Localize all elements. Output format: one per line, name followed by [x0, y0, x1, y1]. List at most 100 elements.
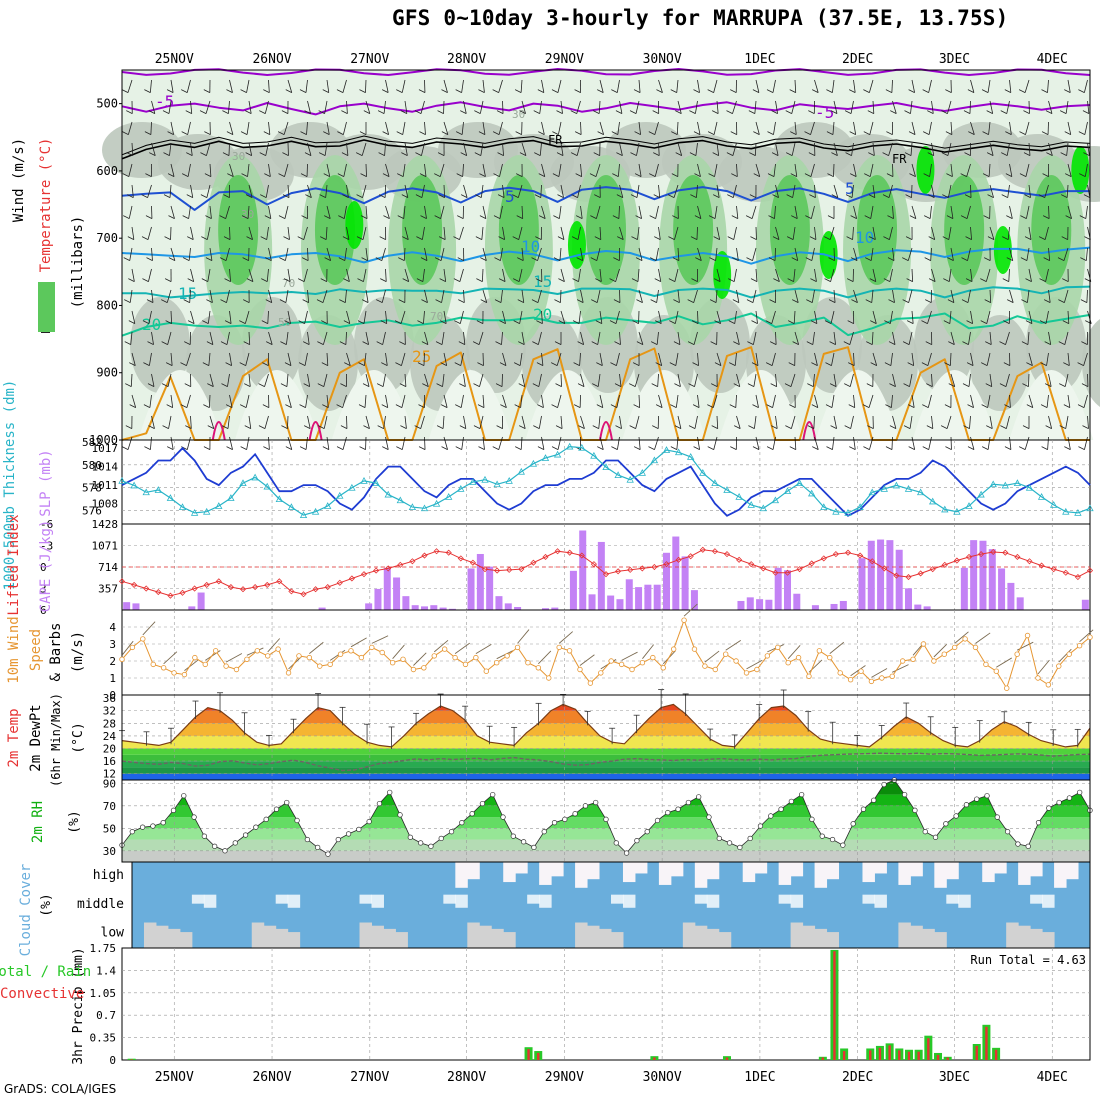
upper-wind-barb [968, 373, 971, 387]
precip-convective-bar [869, 1050, 872, 1060]
upper-wind-barb-flag [219, 257, 227, 261]
upper-wind-barb [248, 415, 252, 429]
upper-wind-barb [190, 100, 193, 114]
surface-wind-barb [642, 644, 654, 659]
upper-wind-barb-flag [531, 257, 538, 261]
upper-wind-barb-flag [478, 89, 485, 93]
upper-wind-barb [832, 121, 835, 135]
rh-marker [242, 832, 249, 838]
axis-label-rh-units: (%) [67, 810, 82, 833]
upper-wind-barb [346, 310, 351, 324]
upper-wind-barb [794, 331, 800, 345]
cloud-high-cell [934, 862, 947, 888]
upper-wind-barb-flag [926, 383, 933, 387]
upper-wind-barb [268, 247, 272, 261]
isotherm-30 [599, 421, 613, 441]
upper-wind-barb [502, 142, 504, 156]
upper-wind-barb [1087, 100, 1090, 114]
upper-wind-barb-flag [1064, 89, 1071, 93]
upper-wind-barb [598, 100, 601, 114]
upper-wind-barb-flag [421, 299, 428, 303]
cloud-low-cell [503, 932, 516, 948]
upper-wind-barb [148, 310, 152, 324]
axis-label-minmax: (6hr Min/Max) [49, 693, 63, 787]
upper-wind-barb [853, 394, 856, 408]
upper-wind-barb-flag [435, 341, 443, 345]
upper-wind-barb [775, 142, 779, 156]
upper-wind-barb [208, 352, 211, 366]
upper-wind-barb [424, 205, 427, 219]
upper-wind-barb [326, 163, 331, 177]
upper-wind-barb [424, 121, 426, 135]
upper-wind-barb-flag [474, 110, 481, 114]
upper-wind-barb-flag [831, 152, 838, 156]
upper-wind-barb [792, 226, 796, 240]
upper-wind-barb-flag [884, 362, 892, 366]
surface-wind-barb [829, 641, 845, 654]
upper-wind-barb-flag [473, 383, 480, 387]
upper-wind-barb-flag [395, 362, 402, 366]
thickness-marker [239, 479, 247, 487]
upper-wind-barb-flag [713, 236, 720, 240]
upper-wind-barb [831, 394, 835, 408]
rh-marker [912, 807, 918, 813]
upper-wind-barb [890, 352, 893, 366]
upper-wind-barb-flag [539, 215, 546, 219]
upper-wind-barb-flag [669, 362, 676, 366]
cape-bar [811, 605, 819, 610]
cape-bar [774, 567, 782, 610]
upper-wind-barb [440, 247, 445, 261]
upper-wind-barb-flag [239, 404, 247, 408]
upper-wind-barb-flag [808, 110, 815, 114]
upper-wind-barb [775, 184, 779, 198]
upper-wind-barb [775, 373, 778, 387]
upper-wind-barb-flag [1083, 152, 1090, 156]
upper-wind-barb [284, 163, 289, 177]
wind-speed-marker [899, 658, 906, 664]
thickness-marker [227, 494, 235, 501]
rh-grey-patch [802, 297, 862, 393]
upper-wind-barb-flag [772, 194, 779, 198]
upper-wind-barb-flag [849, 131, 856, 135]
upper-wind-barb-flag [537, 404, 544, 408]
rh-marker [860, 806, 867, 812]
upper-wind-barb-flag [573, 404, 581, 408]
upper-wind-barb [1009, 394, 1011, 408]
cloud-low-cell [898, 922, 911, 948]
axis-label-cloud-units: (%) [39, 893, 54, 916]
upper-wind-barb [303, 226, 308, 240]
upper-wind-barb [286, 331, 289, 345]
upper-wind-barb [713, 79, 718, 93]
upper-wind-barb-flag [752, 446, 760, 450]
lifted-index-marker [929, 566, 936, 573]
upper-wind-barb [1084, 163, 1088, 177]
upper-wind-barb-flag [242, 257, 249, 261]
upper-wind-barb [463, 142, 468, 156]
upper-wind-barb [677, 415, 682, 429]
thickness-marker [1050, 501, 1058, 508]
upper-wind-barb [344, 247, 347, 261]
thickness-marker [215, 502, 223, 509]
rh-bright-core [993, 226, 1012, 274]
cloud-mid-cell [874, 894, 887, 908]
upper-wind-barb-flag [631, 236, 638, 240]
upper-wind-barb-flag [1057, 257, 1065, 261]
wind-speed-marker [951, 644, 958, 651]
upper-wind-barb-flag [1041, 89, 1048, 93]
lifted-index-marker [1050, 566, 1057, 573]
precip-convective-bar [821, 1057, 825, 1060]
cape-bar [765, 599, 773, 610]
wind-speed-marker [816, 648, 823, 654]
upper-wind-barb [618, 205, 620, 219]
upper-wind-barb [911, 163, 916, 177]
upper-wind-barb [1048, 373, 1052, 387]
upper-wind-barb-flag [553, 215, 560, 219]
upper-wind-barb [1046, 394, 1049, 408]
upper-wind-barb-flag [905, 236, 913, 240]
upper-wind-barb [187, 163, 191, 177]
upper-wind-barb-flag [632, 320, 639, 324]
upper-wind-barb-flag [437, 110, 444, 114]
lifted-index-marker [252, 584, 259, 591]
lifted-index-marker [1062, 569, 1069, 576]
upper-wind-barb [482, 394, 485, 408]
